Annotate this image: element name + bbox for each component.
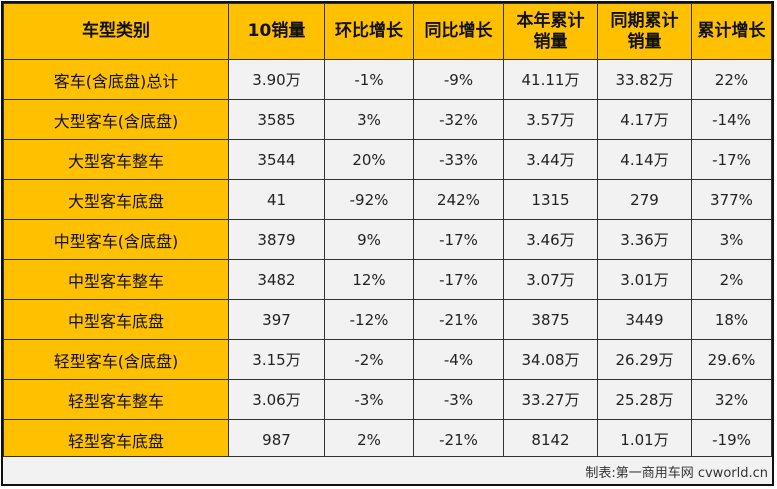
value-cell: 22% (691, 59, 772, 100)
table-row: 中型客车底盘 397 -12% -21% 3875 3449 18% (3, 299, 772, 340)
table-row: 中型客车整车 3482 12% -17% 3.07万 3.01万 2% (3, 259, 772, 300)
value-cell: -19% (691, 419, 772, 460)
value-cell: -33% (413, 139, 504, 180)
value-cell: -3% (324, 379, 414, 420)
value-cell: 3449 (597, 299, 692, 340)
value-cell: -17% (413, 259, 504, 300)
value-cell: 33.82万 (597, 59, 692, 100)
value-cell: 3.90万 (228, 59, 325, 100)
source-credit: 制表:第一商用车网 cvworld.cn (585, 466, 768, 481)
value-cell: 3.44万 (503, 139, 598, 180)
value-cell: 2% (691, 259, 772, 300)
column-header: 本年累计 销量 (503, 3, 598, 60)
value-cell: 12% (324, 259, 414, 300)
value-cell: 3% (691, 219, 772, 260)
table-row: 轻型客车(含底盘) 3.15万 -2% -4% 34.08万 26.29万 29.6% (3, 339, 772, 380)
value-cell: 1.01万 (597, 419, 692, 460)
table-row: 轻型客车底盘 987 2% -21% 8142 1.01万 -19% (3, 419, 772, 460)
value-cell: 29.6% (691, 339, 772, 380)
value-cell: 26.29万 (597, 339, 692, 380)
category-cell: 轻型客车底盘 (3, 419, 229, 460)
column-header: 累计增长 (691, 3, 772, 60)
header-line: 销量 (533, 31, 568, 52)
value-cell: 2% (324, 419, 414, 460)
value-cell: 8142 (503, 419, 598, 460)
value-cell: 32% (691, 379, 772, 420)
header-line: 销量 (627, 31, 662, 52)
value-cell: 20% (324, 139, 414, 180)
value-cell: -9% (413, 59, 504, 100)
value-cell: -92% (324, 179, 414, 220)
header-row: 车型类别 10销量 环比增长 同比增长 本年累计 销量 同期累计 销量 累计增长 (3, 3, 772, 60)
value-cell: -17% (413, 219, 504, 260)
column-header: 10销量 (228, 3, 325, 60)
value-cell: 3544 (228, 139, 325, 180)
value-cell: 397 (228, 299, 325, 340)
category-cell: 轻型客车整车 (3, 379, 229, 420)
value-cell: 1315 (503, 179, 598, 220)
value-cell: -17% (691, 139, 772, 180)
value-cell: -32% (413, 99, 504, 140)
category-cell: 轻型客车(含底盘) (3, 339, 229, 380)
table-row: 大型客车底盘 41 -92% 242% 1315 279 377% (3, 179, 772, 220)
category-cell: 中型客车底盘 (3, 299, 229, 340)
category-cell: 大型客车(含底盘) (3, 99, 229, 140)
value-cell: -4% (413, 339, 504, 380)
table-row: 大型客车(含底盘) 3585 3% -32% 3.57万 4.17万 -14% (3, 99, 772, 140)
value-cell: 3% (324, 99, 414, 140)
value-cell: 3.07万 (503, 259, 598, 300)
header-line: 本年累计 (516, 10, 585, 31)
value-cell: 3.36万 (597, 219, 692, 260)
value-cell: 18% (691, 299, 772, 340)
value-cell: 4.14万 (597, 139, 692, 180)
category-cell: 中型客车整车 (3, 259, 229, 300)
value-cell: 9% (324, 219, 414, 260)
value-cell: 33.27万 (503, 379, 598, 420)
header-line: 同期累计 (610, 10, 679, 31)
value-cell: 279 (597, 179, 692, 220)
category-cell: 大型客车整车 (3, 139, 229, 180)
sales-table: 车型类别 10销量 环比增长 同比增长 本年累计 销量 同期累计 销量 累计增长 客车(含底盘)… (3, 3, 772, 460)
value-cell: -12% (324, 299, 414, 340)
category-cell: 中型客车(含底盘) (3, 219, 229, 260)
category-cell: 客车(含底盘)总计 (3, 59, 229, 100)
value-cell: -2% (324, 339, 414, 380)
value-cell: 3879 (228, 219, 325, 260)
value-cell: 25.28万 (597, 379, 692, 420)
column-header: 同期累计 销量 (597, 3, 692, 60)
column-header: 环比增长 (324, 3, 414, 60)
value-cell: 987 (228, 419, 325, 460)
column-header: 同比增长 (413, 3, 504, 60)
value-cell: 3875 (503, 299, 598, 340)
value-cell: 3585 (228, 99, 325, 140)
value-cell: -1% (324, 59, 414, 100)
value-cell: -21% (413, 419, 504, 460)
table-row: 中型客车(含底盘) 3879 9% -17% 3.46万 3.36万 3% (3, 219, 772, 260)
value-cell: 3.01万 (597, 259, 692, 300)
table-row: 轻型客车整车 3.06万 -3% -3% 33.27万 25.28万 32% (3, 379, 772, 420)
value-cell: 3.46万 (503, 219, 598, 260)
value-cell: 3.57万 (503, 99, 598, 140)
value-cell: -21% (413, 299, 504, 340)
value-cell: 4.17万 (597, 99, 692, 140)
table-row: 大型客车整车 3544 20% -33% 3.44万 4.14万 -17% (3, 139, 772, 180)
table-row: 客车(含底盘)总计 3.90万 -1% -9% 41.11万 33.82万 22% (3, 59, 772, 100)
value-cell: 41 (228, 179, 325, 220)
value-cell: 41.11万 (503, 59, 598, 100)
value-cell: 3.06万 (228, 379, 325, 420)
value-cell: 242% (413, 179, 504, 220)
category-cell: 大型客车底盘 (3, 179, 229, 220)
value-cell: 3.15万 (228, 339, 325, 380)
value-cell: 377% (691, 179, 772, 220)
footer: 制表:第一商用车网 cvworld.cn (3, 456, 772, 484)
value-cell: 3482 (228, 259, 325, 300)
value-cell: -14% (691, 99, 772, 140)
value-cell: 34.08万 (503, 339, 598, 380)
value-cell: -3% (413, 379, 504, 420)
column-header: 车型类别 (3, 3, 229, 60)
